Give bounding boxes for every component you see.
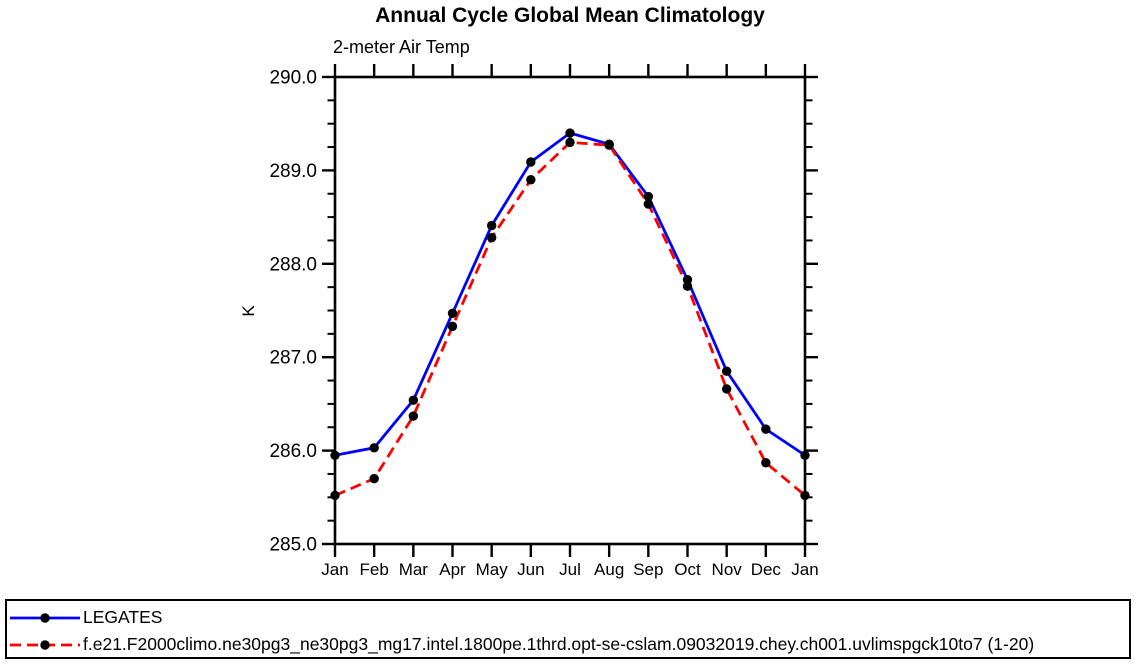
x-tick-label: Apr: [439, 560, 466, 579]
legend-sample-dashed-line-icon: [10, 639, 80, 650]
legend-item-legates: LEGATES: [9, 604, 1129, 631]
x-tick-label: Jul: [559, 560, 581, 579]
data-point-marker-legates: [408, 395, 419, 405]
x-tick-label: Aug: [594, 560, 624, 579]
data-point-marker-legates: [761, 424, 771, 434]
y-tick-label: 288.0: [269, 254, 317, 275]
y-tick-label: 290.0: [269, 68, 317, 89]
legend-sample-solid-line-icon: [10, 612, 80, 623]
data-point-marker-model: [682, 281, 693, 291]
chart-subtitle: 2-meter Air Temp: [333, 37, 470, 57]
legend-label-model: f.e21.F2000climo.ne30pg3_ne30pg3_mg17.in…: [83, 634, 1035, 654]
legend-marker-dot-icon: [40, 639, 50, 650]
data-point-marker-model: [604, 140, 614, 150]
x-tick-label: Nov: [712, 560, 743, 579]
legend-item-model: f.e21.F2000climo.ne30pg3_ne30pg3_mg17.in…: [9, 631, 1129, 658]
chart-title: Annual Cycle Global Mean Climatology: [375, 4, 765, 27]
data-point-marker-model: [800, 490, 810, 501]
x-tick-label: Feb: [360, 560, 389, 579]
data-point-marker-legates: [682, 274, 693, 285]
data-point-marker-legates: [565, 128, 575, 138]
x-tick-label: Sep: [633, 560, 663, 579]
x-tick-label: Mar: [399, 560, 429, 579]
data-point-marker-model: [486, 232, 497, 243]
plot-area: Jan Feb Mar Apr May Jun Jul Aug Sep Oct Nov Dec Jan2…: [269, 64, 819, 579]
data-point-marker-model: [565, 137, 575, 148]
y-tick-label: 287.0: [269, 348, 317, 369]
legend-box: LEGATES f.e21.F2000climo.ne30pg3_ne30pg3…: [5, 599, 1131, 659]
x-tick-label: Dec: [751, 560, 782, 579]
x-tick-label: Jan: [791, 560, 818, 579]
data-point-marker-legates: [526, 157, 536, 167]
y-tick-label: 289.0: [269, 161, 317, 182]
data-point-marker-model: [447, 321, 458, 332]
x-tick-label: Jan: [321, 560, 348, 579]
data-point-marker-model: [721, 384, 732, 394]
data-point-marker-legates: [369, 443, 379, 453]
legend-marker-dot-icon: [40, 612, 50, 623]
data-point-marker-legates: [330, 450, 340, 460]
y-tick-label: 286.0: [269, 441, 317, 462]
x-tick-label: May: [476, 560, 509, 579]
data-point-marker-model: [408, 411, 419, 421]
data-point-marker-model: [761, 458, 771, 468]
series-line-model: [334, 140, 806, 497]
series-line-legates: [334, 131, 806, 457]
data-point-marker-model: [330, 490, 340, 501]
data-point-marker-legates: [721, 366, 732, 376]
data-point-marker-legates: [643, 191, 654, 202]
data-point-marker-model: [526, 175, 536, 185]
data-point-marker-model: [643, 199, 654, 209]
x-tick-label: Oct: [674, 560, 701, 579]
data-point-marker-legates: [486, 220, 497, 231]
data-point-marker-legates: [447, 308, 458, 319]
y-tick-label: 285.0: [269, 535, 317, 556]
legend-label-legates: LEGATES: [83, 607, 163, 627]
data-point-marker-model: [369, 473, 379, 484]
data-point-marker-legates: [800, 450, 810, 460]
x-tick-label: Jun: [517, 560, 544, 579]
